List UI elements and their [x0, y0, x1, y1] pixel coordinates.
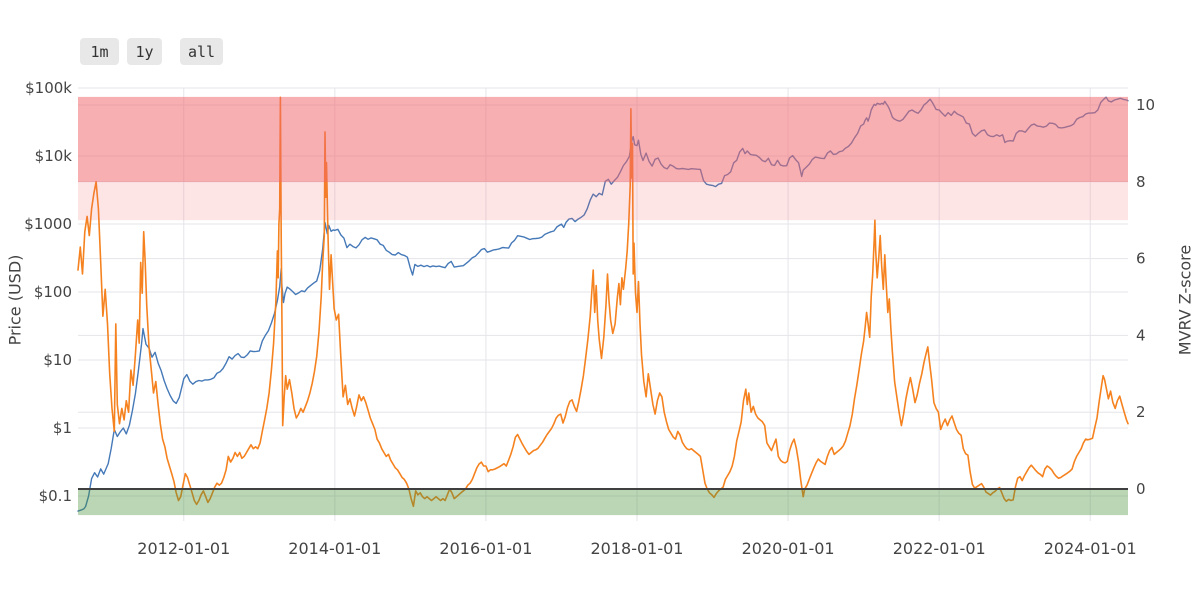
- y-left-tick: $10: [43, 351, 72, 369]
- band-green: [78, 489, 1128, 516]
- y-left-tick: $100: [34, 283, 72, 301]
- x-axis-tick: 2016-01-01: [439, 539, 532, 558]
- series-mvrv-z-score: [77, 96, 1129, 508]
- y-left-tick: $1: [53, 419, 72, 437]
- y-right-tick: 4: [1136, 326, 1146, 344]
- y-left-tick: $10k: [35, 147, 73, 165]
- x-axis-tick: 2018-01-01: [591, 539, 684, 558]
- x-axis-tick: 2020-01-01: [742, 539, 835, 558]
- y-right-tick: 2: [1136, 403, 1146, 421]
- x-axis-tick: 2014-01-01: [288, 539, 381, 558]
- y-axis-title-price: Price (USD): [5, 254, 25, 346]
- y-left-tick: $100k: [25, 79, 72, 97]
- x-axis-tick: 2022-01-01: [893, 539, 986, 558]
- y-right-tick: 8: [1136, 173, 1146, 191]
- range-button-1m[interactable]: 1m: [80, 38, 119, 65]
- zone-bands: [78, 96, 1128, 516]
- y-left-tick: $0.1: [39, 487, 72, 505]
- axis-tick-labels: $100k $10k $1000 $100 $10 $1 $0.1 10 8 6 4 2 0 2012-0…: [24, 79, 1155, 558]
- y-left-tick: $1000: [24, 215, 72, 233]
- y-right-tick: 0: [1136, 480, 1146, 498]
- x-axis-tick: 2024-01-01: [1044, 539, 1137, 558]
- y-axis-title-mvrv: MVRV Z-score: [1175, 244, 1195, 356]
- band-red-light: [78, 181, 1128, 221]
- range-button-1y[interactable]: 1y: [127, 38, 162, 65]
- y-right-tick: 10: [1136, 96, 1155, 114]
- y-right-tick: 6: [1136, 250, 1146, 268]
- range-button-all[interactable]: all: [180, 38, 223, 65]
- x-axis-tick: 2012-01-01: [137, 539, 230, 558]
- band-red-strong: [78, 96, 1128, 182]
